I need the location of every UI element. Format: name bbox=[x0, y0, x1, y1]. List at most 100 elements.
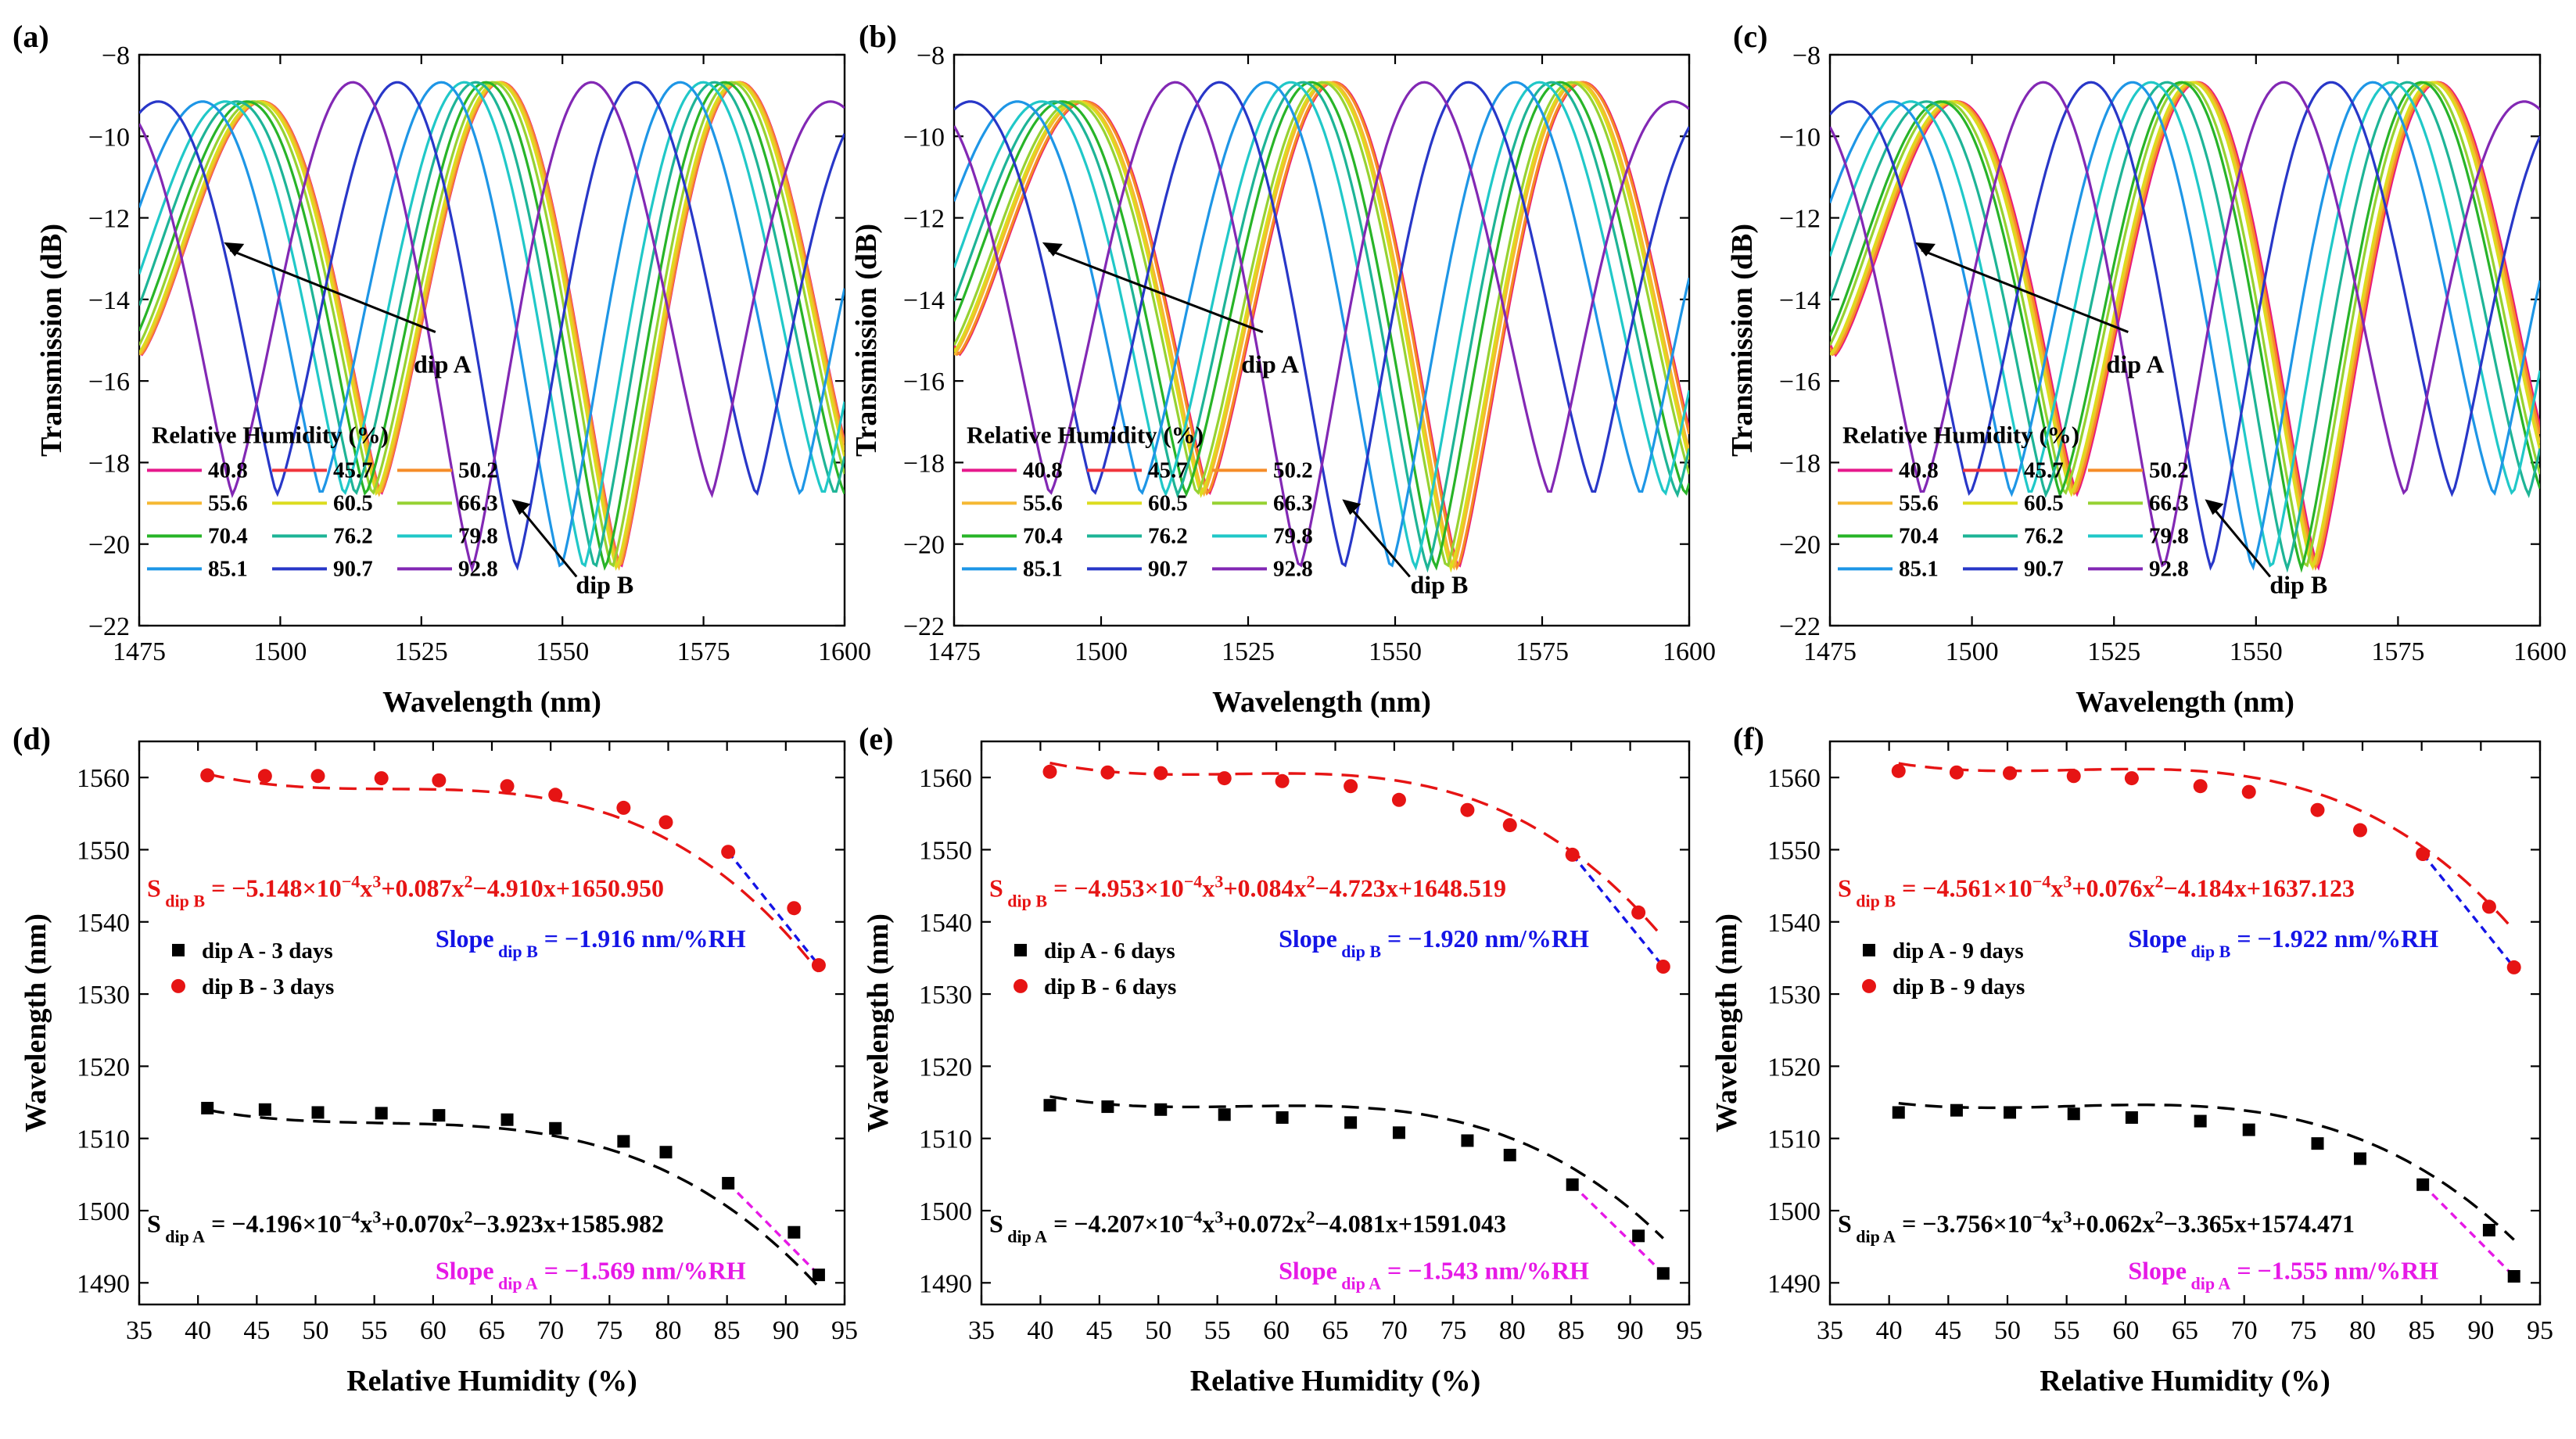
data-point bbox=[2242, 1123, 2255, 1136]
x-tick-label: 80 bbox=[1499, 1316, 1526, 1345]
data-point bbox=[721, 845, 736, 859]
x-tick-label: 60 bbox=[1263, 1316, 1290, 1345]
y-tick-label: −20 bbox=[88, 531, 130, 560]
dip-a-arrowhead bbox=[1042, 242, 1063, 257]
fit-equation: S dip B = −5.148×10−4x3+0.087x2−4.910x+1… bbox=[147, 871, 664, 910]
data-point bbox=[1217, 771, 1232, 786]
legend-label-60.5: 60.5 bbox=[1148, 490, 1188, 515]
legend-marker bbox=[172, 943, 185, 956]
plot-frame bbox=[1828, 53, 2542, 627]
data-point bbox=[788, 1225, 801, 1239]
legend: dip A - 6 days dip B - 6 days bbox=[1014, 938, 1176, 999]
data-point bbox=[1565, 847, 1580, 862]
y-tick-label: 1520 bbox=[77, 1053, 130, 1082]
data-point bbox=[2416, 1178, 2430, 1191]
data-point bbox=[1153, 766, 1168, 781]
dip-b-arrow bbox=[2210, 504, 2272, 578]
y-tick-label: −16 bbox=[1779, 368, 1821, 397]
y-tick-label: 1540 bbox=[919, 909, 972, 938]
y-tick-label: 1510 bbox=[77, 1125, 130, 1154]
panel-label-f: (f) bbox=[1733, 721, 1764, 756]
spectrum-series-55.6 bbox=[954, 81, 1689, 571]
y-tick-label: −10 bbox=[88, 123, 130, 152]
x-tick-label: 85 bbox=[1558, 1316, 1584, 1345]
data-point bbox=[1949, 765, 1964, 780]
data-point bbox=[500, 779, 515, 794]
data-point bbox=[1566, 1178, 1579, 1191]
x-tick-label: 50 bbox=[303, 1316, 329, 1345]
y-axis-title: Transmission (dB) bbox=[850, 224, 883, 457]
data-point bbox=[2003, 766, 2018, 781]
y-tick-label: 1560 bbox=[1767, 764, 1821, 793]
fit-curve bbox=[1898, 1102, 2515, 1241]
series-dip B - 6 days: S dip B = −4.953×10−4x3+0.084x2−4.723x+1… bbox=[989, 761, 1670, 974]
x-tick-label: 60 bbox=[420, 1316, 447, 1345]
data-point bbox=[811, 958, 826, 973]
fit-equation: S dip A = −4.207×10−4x3+0.072x2−4.081x+1… bbox=[989, 1207, 1506, 1246]
x-tick-label: 60 bbox=[2112, 1316, 2139, 1345]
spectrum-chart-(b): 1475 1500 1525 1550 1575 1600 −22 −20 −18 −16 −14 −… bbox=[850, 41, 1716, 719]
spectrum-series-70.4 bbox=[954, 81, 1689, 571]
data-point bbox=[1154, 1103, 1168, 1116]
data-point bbox=[2193, 779, 2208, 794]
data-point bbox=[1391, 792, 1406, 807]
legend-label-50.2: 50.2 bbox=[458, 458, 498, 483]
x-tick-label: 1525 bbox=[1222, 637, 1275, 666]
data-point bbox=[616, 800, 631, 815]
dip-a-label: dip A bbox=[1241, 350, 1299, 379]
dip-b-arrowhead bbox=[1342, 499, 1362, 515]
data-point bbox=[1101, 1100, 1114, 1114]
dip-b-label: dip B bbox=[576, 570, 633, 598]
y-tick-label: −14 bbox=[88, 286, 130, 315]
x-tick-label: 1500 bbox=[253, 637, 307, 666]
x-tick-label: 1600 bbox=[2513, 637, 2567, 666]
data-point bbox=[2506, 960, 2521, 974]
spectrum-series-85.1 bbox=[139, 81, 845, 568]
data-point bbox=[2066, 769, 2081, 784]
panel-label-c: (c) bbox=[1733, 19, 1767, 54]
spectrum-lines bbox=[1830, 81, 2540, 573]
legend-label-55.6: 55.6 bbox=[208, 490, 248, 515]
fit-equation: S dip B = −4.953×10−4x3+0.084x2−4.723x+1… bbox=[989, 871, 1506, 910]
legend-marker bbox=[1014, 943, 1027, 956]
y-tick-label: −14 bbox=[903, 286, 945, 315]
x-axis-title: Wavelength (nm) bbox=[1212, 686, 1431, 719]
spectrum-series-60.5 bbox=[954, 81, 1689, 573]
data-point bbox=[549, 1121, 562, 1135]
legend-marker bbox=[171, 978, 185, 993]
y-tick-label: 1530 bbox=[1767, 981, 1821, 1010]
fit-equation: S dip A = −4.196×10−4x3+0.070x2−3.923x+1… bbox=[147, 1207, 664, 1246]
x-tick-label: 45 bbox=[1935, 1316, 1961, 1345]
dip-a-arrowhead bbox=[1914, 242, 1936, 257]
spectrum-series-76.2 bbox=[1830, 81, 2540, 573]
x-tick-label: 80 bbox=[2349, 1316, 2376, 1345]
data-point bbox=[1460, 802, 1475, 817]
legend-label-40.8: 40.8 bbox=[1899, 458, 1939, 483]
spectrum-series-79.8 bbox=[139, 81, 845, 568]
series-dip A - 6 days: S dip A = −4.207×10−4x3+0.072x2−4.081x+1… bbox=[989, 1095, 1670, 1294]
y-tick-label: 1550 bbox=[77, 836, 130, 865]
x-axis-title: Wavelength (nm) bbox=[2076, 686, 2294, 719]
data-point bbox=[1218, 1108, 1231, 1121]
data-point bbox=[2482, 1223, 2495, 1236]
x-tick-label: 1525 bbox=[395, 637, 448, 666]
x-tick-label: 1475 bbox=[113, 637, 166, 666]
slope-label: Slope dip A = −1.543 nm/%RH bbox=[1279, 1257, 1589, 1294]
x-tick-label: 75 bbox=[1440, 1316, 1466, 1345]
legend-label-45.7: 45.7 bbox=[2024, 458, 2064, 483]
legend: dip A - 3 days dip B - 3 days bbox=[171, 938, 334, 999]
x-tick-label: 1500 bbox=[1075, 637, 1128, 666]
legend-label-85.1: 85.1 bbox=[208, 556, 248, 581]
x-tick-label: 1575 bbox=[1516, 637, 1569, 666]
dip-a-arrowhead bbox=[224, 242, 245, 257]
spectrum-series-90.7 bbox=[954, 81, 1689, 568]
legend-marker bbox=[1014, 978, 1028, 993]
y-tick-label: 1500 bbox=[1767, 1197, 1821, 1226]
spectrum-series-85.1 bbox=[1830, 81, 2540, 571]
legend-label-60.5: 60.5 bbox=[333, 490, 373, 515]
x-tick-label: 65 bbox=[2172, 1316, 2198, 1345]
data-point bbox=[1344, 1116, 1358, 1129]
slope-label: Slope dip B = −1.920 nm/%RH bbox=[1279, 924, 1589, 961]
data-point bbox=[311, 1106, 325, 1119]
